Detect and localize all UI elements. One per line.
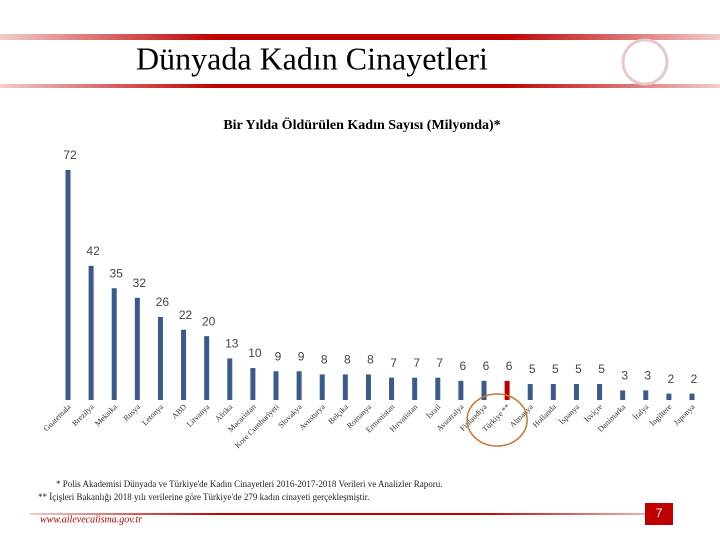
bar: [597, 384, 603, 400]
logo: [621, 38, 669, 86]
footer-line: [30, 513, 670, 515]
bar: [181, 329, 187, 400]
slide-title: Dünyada Kadın Cinayetleri: [136, 40, 488, 76]
data-label: 9: [275, 349, 282, 363]
data-label: 8: [344, 353, 351, 367]
data-label: 3: [644, 369, 651, 383]
bar: [689, 393, 695, 400]
data-label: 5: [529, 362, 536, 376]
data-label: 10: [248, 346, 262, 360]
bar: [435, 377, 441, 400]
bar: [643, 390, 649, 400]
bar: [550, 384, 556, 400]
data-label: 8: [367, 353, 374, 367]
footnote: * Polis Akademisi Dünyada ve Türkiye'de …: [56, 479, 442, 489]
data-label: 32: [133, 276, 147, 290]
bar: [296, 371, 302, 400]
bar: [319, 374, 325, 400]
data-label: 42: [86, 244, 100, 258]
data-label: 9: [298, 349, 305, 363]
bar: [365, 374, 371, 400]
data-label: 26: [156, 295, 170, 309]
data-label: 7: [436, 356, 443, 370]
data-label: 6: [460, 359, 467, 373]
bar: [65, 170, 71, 400]
bar: [273, 371, 279, 400]
bar: [342, 374, 348, 400]
bar: [389, 377, 395, 400]
data-label: 13: [225, 337, 239, 351]
bar: [504, 380, 510, 400]
data-label: 6: [506, 359, 513, 373]
chart-title: Bir Yılda Öldürülen Kadın Sayısı (Milyon…: [223, 116, 500, 133]
bar: [227, 358, 233, 400]
bar: [250, 368, 256, 400]
data-label: 7: [390, 356, 397, 370]
title-bar-line: [0, 84, 720, 88]
highlight-circle: [466, 393, 528, 447]
data-label: 6: [483, 359, 490, 373]
bar: [157, 316, 163, 400]
bar: [204, 336, 210, 400]
bar: [573, 384, 579, 400]
footnote: ** İçişleri Bakanlığı 2018 yılı verileri…: [38, 492, 369, 502]
website: www.ailevecalisma.gov.tr: [40, 514, 142, 525]
data-label: 5: [575, 362, 582, 376]
title-bar-line: [0, 34, 720, 40]
bar: [481, 380, 487, 400]
bar: [666, 393, 672, 400]
data-label: 20: [202, 314, 216, 328]
data-label: 2: [691, 372, 698, 386]
data-label: 72: [63, 148, 77, 162]
bar: [134, 297, 140, 400]
bar: [527, 384, 533, 400]
data-label: 3: [621, 369, 628, 383]
data-label: 35: [110, 266, 124, 280]
bar: [111, 288, 117, 400]
page-number-box: [645, 503, 673, 525]
data-label: 22: [179, 308, 193, 322]
bar: [88, 265, 94, 400]
data-label: 7: [413, 356, 420, 370]
bar: [412, 377, 418, 400]
data-label: 2: [668, 372, 675, 386]
data-label: 5: [552, 362, 559, 376]
bar: [620, 390, 626, 400]
bar: [458, 380, 464, 400]
data-label: 5: [598, 362, 605, 376]
data-label: 8: [321, 353, 328, 367]
page-number: 7: [656, 506, 663, 520]
